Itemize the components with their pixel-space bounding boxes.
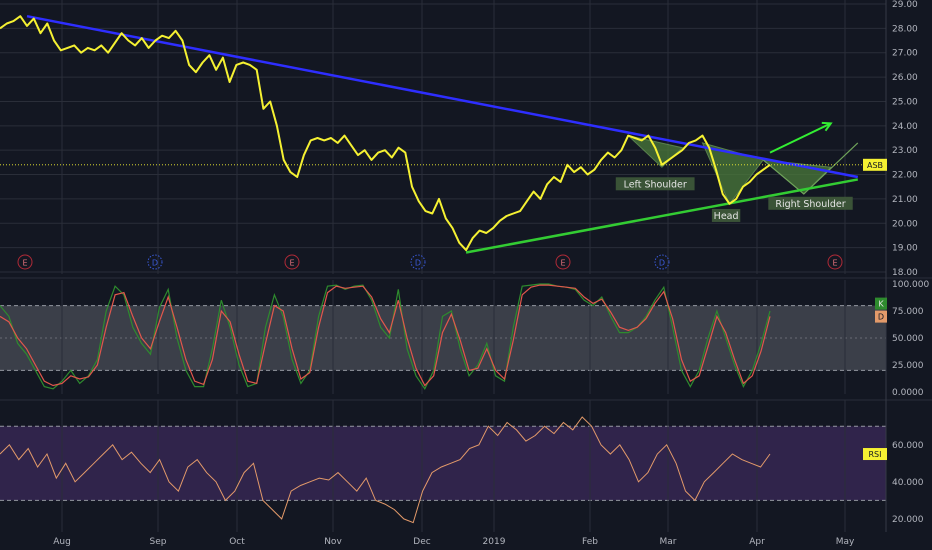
date-tick-label: Feb bbox=[582, 537, 598, 547]
event-marker-label[interactable]: D bbox=[659, 259, 665, 268]
stochastic-k-tag: K bbox=[878, 300, 884, 309]
price-tick-label: 29.00 bbox=[892, 0, 918, 10]
date-tick-label: May bbox=[836, 537, 855, 547]
pattern-label: Right Shoulder bbox=[775, 199, 845, 210]
price-tick-label: 27.00 bbox=[892, 49, 918, 59]
x-axis: Aug Sep Oct Nov Dec 2019 Feb Mar Apr May bbox=[53, 537, 855, 547]
date-tick-label: 2019 bbox=[483, 537, 506, 547]
uptrend-line[interactable] bbox=[465, 178, 859, 254]
pattern-label: Left Shoulder bbox=[624, 179, 687, 190]
stochastic-k-line[interactable] bbox=[0, 283, 771, 390]
rsi-line[interactable] bbox=[0, 416, 771, 524]
breakout-arrow-head[interactable] bbox=[821, 121, 833, 132]
projection-path[interactable] bbox=[762, 142, 859, 195]
rsi-tag-bg bbox=[863, 448, 887, 461]
event-marker-circle[interactable] bbox=[410, 254, 426, 270]
rsi-tick-label: 60.000 bbox=[892, 441, 924, 451]
price-tick-label: 25.00 bbox=[892, 97, 918, 107]
event-marker-circle[interactable] bbox=[654, 254, 670, 270]
stochastic-series[interactable] bbox=[0, 283, 771, 390]
stochastic-d-tag: D bbox=[878, 313, 884, 322]
event-marker-circle[interactable] bbox=[17, 254, 33, 270]
price-tick-label: 22.00 bbox=[892, 171, 918, 181]
breakout-arrow[interactable] bbox=[769, 122, 832, 154]
rsi-tick-label: 40.000 bbox=[892, 478, 924, 488]
price-line[interactable] bbox=[0, 15, 771, 252]
event-marker-label[interactable]: E bbox=[560, 259, 565, 268]
price-tick-label: 19.00 bbox=[892, 244, 918, 254]
date-tick-label: Nov bbox=[324, 537, 342, 547]
price-tick-label: 24.00 bbox=[892, 122, 918, 132]
stochastic-k-tag-bg bbox=[875, 297, 887, 310]
stochastic-d-line[interactable] bbox=[0, 284, 771, 387]
symbol-tag-bg bbox=[863, 158, 887, 171]
date-tick-label: Oct bbox=[229, 537, 245, 547]
grid-lines bbox=[0, 0, 886, 532]
pattern-label: Head bbox=[714, 211, 739, 222]
rsi-tag: RSI bbox=[869, 450, 882, 459]
event-marker-circle[interactable] bbox=[284, 254, 300, 270]
stochastic-tick-label: 100.000 bbox=[892, 280, 929, 290]
event-marker-circle[interactable] bbox=[147, 254, 163, 270]
rsi-series[interactable] bbox=[0, 416, 771, 524]
stochastic-tick-label: 50.000 bbox=[892, 334, 924, 344]
rsi-tick-label: 20.000 bbox=[892, 515, 924, 525]
price-tick-label: 21.00 bbox=[892, 195, 918, 205]
rsi-band bbox=[0, 426, 886, 501]
stochastic-tick-label: 75.000 bbox=[892, 307, 924, 317]
pattern-labels: Left Shoulder Head Right Shoulder bbox=[615, 177, 853, 222]
pattern-label-bg bbox=[615, 177, 695, 191]
pattern-label-bg bbox=[768, 196, 853, 210]
pattern-label-bg bbox=[711, 208, 741, 222]
event-marker-label[interactable]: E bbox=[832, 259, 837, 268]
stochastic-tick-label: 25.000 bbox=[892, 361, 924, 371]
date-tick-label: Aug bbox=[53, 537, 71, 547]
event-marker-label[interactable]: E bbox=[22, 259, 27, 268]
date-tick-label: Sep bbox=[150, 537, 167, 547]
event-marker-circle[interactable] bbox=[827, 254, 843, 270]
symbol-tag: ASB bbox=[867, 161, 883, 170]
event-marker-label[interactable]: E bbox=[289, 259, 294, 268]
date-tick-label: Mar bbox=[660, 537, 677, 547]
stochastic-tick-label: 0.0000 bbox=[892, 388, 924, 398]
trendlines[interactable] bbox=[26, 14, 859, 254]
downtrend-line[interactable] bbox=[26, 14, 859, 179]
event-marker-label[interactable]: D bbox=[415, 259, 421, 268]
date-tick-label: Dec bbox=[413, 537, 430, 547]
price-tick-label: 28.00 bbox=[892, 24, 918, 34]
price-tick-label: 23.00 bbox=[892, 146, 918, 156]
price-tick-label: 20.00 bbox=[892, 219, 918, 229]
stochastic-d-tag-bg bbox=[875, 310, 887, 323]
y-axis: 29.00 28.00 27.00 26.00 25.00 24.00 23.00 22.00… bbox=[892, 0, 929, 525]
price-tick-label: 26.00 bbox=[892, 73, 918, 83]
price-series[interactable] bbox=[0, 15, 886, 252]
indicator-bands bbox=[0, 305, 886, 501]
event-marker-circle[interactable] bbox=[555, 254, 571, 270]
axis-tags: ASB KD RSI bbox=[863, 158, 887, 461]
price-tick-label: 18.00 bbox=[892, 268, 918, 278]
event-marker-label[interactable]: D bbox=[152, 259, 158, 268]
date-tick-label: Apr bbox=[749, 537, 765, 547]
